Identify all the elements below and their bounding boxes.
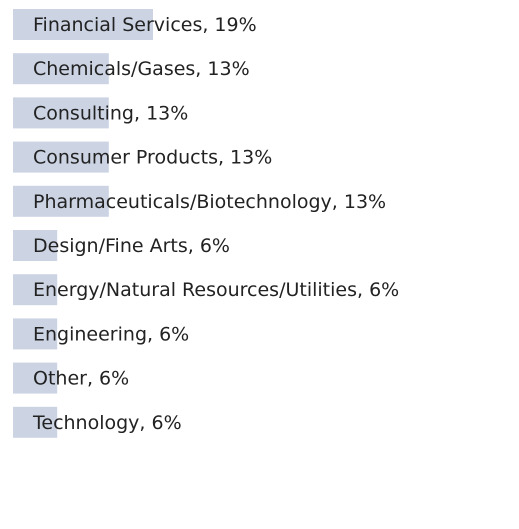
bar-label: Design/Fine Arts, 6% (33, 235, 230, 257)
bar-label: Consulting, 13% (33, 102, 188, 124)
bar-label: Financial Services, 19% (33, 14, 257, 36)
bar (13, 406, 58, 438)
bar (13, 230, 58, 261)
bar (13, 185, 109, 217)
bar-label: Consumer Products, 13% (33, 147, 272, 169)
bar-label: Pharmaceuticals/Biotechnology, 13% (33, 191, 386, 213)
bar (13, 53, 109, 85)
bar-label: Engineering, 6% (33, 323, 189, 345)
bar-label: Chemicals/Gases, 13% (33, 58, 250, 80)
bar-label: Energy/Natural Resources/Utilities, 6% (33, 279, 399, 301)
bar (13, 362, 58, 394)
bar (13, 97, 109, 129)
bar (13, 141, 109, 173)
bar (13, 9, 153, 40)
bar (13, 318, 58, 350)
bar-label: Other, 6% (33, 368, 129, 390)
bar (13, 274, 58, 306)
bar-label: Technology, 6% (32, 412, 182, 434)
